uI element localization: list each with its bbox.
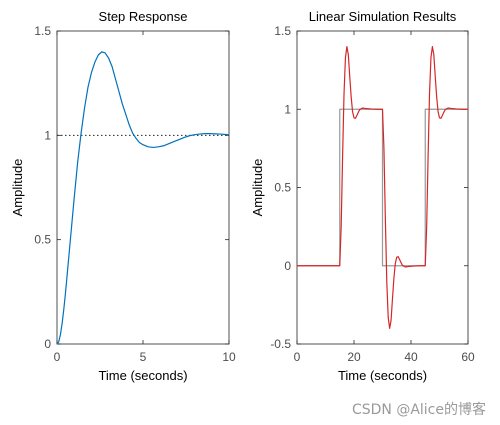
x-tick-label: 40 — [404, 350, 418, 364]
series-line-0 — [56, 51, 230, 345]
x-tick-label: 20 — [347, 350, 361, 364]
y-tick-label: 0.5 — [34, 233, 51, 247]
y-tick-label: 0 — [44, 337, 51, 351]
y-tick-label: 0.5 — [274, 181, 291, 195]
y-axis-label: Amplitude — [10, 159, 25, 217]
x-tick-label: 10 — [222, 350, 236, 364]
watermark-text: CSDN @Alice的博客 — [351, 402, 486, 418]
y-tick-label: -0.5 — [270, 337, 291, 351]
chart-title: Linear Simulation Results — [309, 9, 457, 24]
series-line-0 — [297, 108, 468, 267]
y-tick-label: 1.5 — [34, 24, 51, 38]
y-axis-label: Amplitude — [250, 159, 265, 217]
x-tick-label: 0 — [54, 350, 61, 364]
axes-box — [56, 30, 230, 345]
step-response-chart: 0 5 10 0 0.5 1 1.5 Step Response Time (seconds) A… — [10, 9, 236, 383]
series-line-1 — [297, 46, 468, 329]
y-tick-label: 0 — [284, 259, 291, 273]
x-tick-label: 0 — [294, 350, 301, 364]
x-tick-label: 60 — [461, 350, 475, 364]
y-tick-label: 1.5 — [274, 24, 291, 38]
x-axis-label: Time (seconds) — [98, 368, 187, 383]
y-tick-label: 1 — [44, 128, 51, 142]
chart-title: Step Response — [99, 9, 188, 24]
y-tick-label: 1 — [284, 102, 291, 116]
x-axis-label: Time (seconds) — [338, 368, 427, 383]
x-tick-label: 5 — [140, 350, 147, 364]
